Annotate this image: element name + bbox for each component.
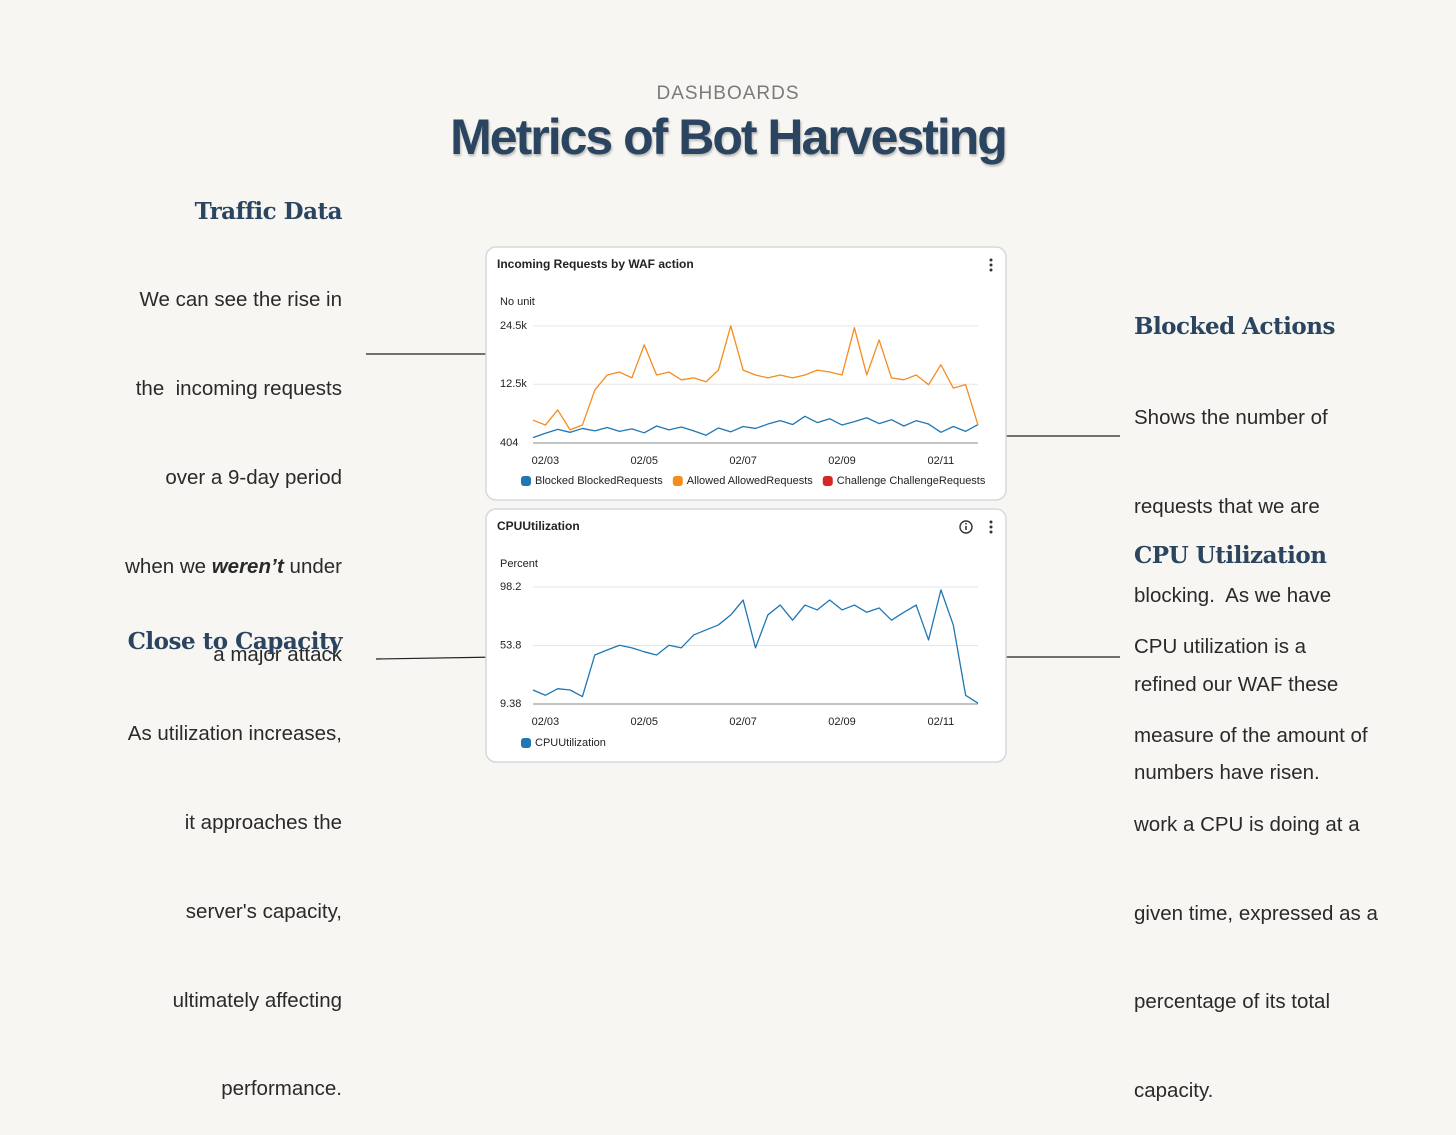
text-line: requests that we are bbox=[1134, 494, 1320, 518]
text-line: percentage of its total bbox=[1134, 990, 1331, 1014]
text-line: a major attack bbox=[213, 643, 342, 667]
panel bbox=[485, 508, 1007, 763]
section-body: We can see the rise in the incoming requ… bbox=[125, 226, 342, 700]
menu-icon bbox=[989, 268, 993, 272]
x-tick-label: 02/03 bbox=[532, 455, 560, 467]
panel bbox=[485, 246, 1007, 501]
connector-line bbox=[375, 656, 500, 660]
text-line: work a CPU is doing at a bbox=[1134, 812, 1360, 836]
y-tick-label: 12.5k bbox=[500, 378, 527, 390]
legend-swatch bbox=[672, 476, 683, 486]
info-icon bbox=[965, 522, 967, 525]
text-line: refined our WAF these bbox=[1134, 672, 1339, 696]
series-line bbox=[532, 325, 979, 431]
y-axis-label: No unit bbox=[500, 296, 535, 308]
emphasis: weren’t bbox=[211, 554, 284, 578]
legend-label: Blocked BlockedRequests bbox=[535, 475, 663, 487]
legend-label: CPUUtilization bbox=[535, 737, 606, 749]
x-tick-label: 02/11 bbox=[928, 455, 955, 467]
chart-title: Incoming Requests by WAF action bbox=[497, 257, 694, 271]
page-title: Metrics of Bot Harvesting bbox=[450, 109, 1008, 165]
text-line: Shows the number of bbox=[1134, 406, 1328, 430]
text-line: blocking. As we have bbox=[1134, 583, 1332, 607]
x-tick-label: 02/05 bbox=[630, 716, 658, 728]
text-line: capacity. bbox=[1134, 1079, 1214, 1103]
series-line bbox=[532, 415, 979, 439]
legend-swatch bbox=[521, 476, 531, 486]
x-tick-label: 02/03 bbox=[532, 716, 560, 728]
menu-icon bbox=[989, 263, 993, 267]
series-line bbox=[532, 589, 979, 704]
text-line: over a 9-day period bbox=[165, 465, 342, 489]
text-line: measure of the amount of bbox=[1134, 723, 1368, 747]
y-tick-label: 53.8 bbox=[500, 639, 521, 651]
slide: Incoming Requests by WAF action No unit 40… bbox=[125, 83, 1378, 1103]
text-line: ultimately affecting bbox=[172, 988, 342, 1012]
section-title: Traffic Data bbox=[194, 198, 343, 225]
text: when we bbox=[125, 554, 212, 578]
chart-panel: Incoming Requests by WAF action No unit 40… bbox=[485, 246, 1007, 501]
info-icon bbox=[959, 520, 973, 534]
text-line: the incoming requests bbox=[135, 376, 342, 400]
chart-title: CPUUtilization bbox=[497, 519, 580, 533]
legend-swatch bbox=[521, 738, 531, 748]
menu-icon bbox=[989, 525, 993, 529]
section-body: As utilization increases, it approaches … bbox=[128, 660, 342, 1134]
text-line: server's capacity, bbox=[185, 899, 342, 923]
text: under bbox=[283, 554, 342, 578]
menu-icon bbox=[989, 520, 993, 524]
y-tick-label: 404 bbox=[500, 437, 518, 449]
chart-layer: Incoming Requests by WAF action No unit 40… bbox=[366, 246, 1120, 763]
text-line: CPU utilization is a bbox=[1134, 635, 1307, 659]
legend-swatch bbox=[822, 476, 833, 486]
y-tick-label: 24.5k bbox=[500, 320, 527, 332]
text-line: when we weren’t under bbox=[125, 552, 342, 582]
chart-panel: CPUUtilization Percent 9.38 53.8 98.2 02/03 02… bbox=[485, 508, 1007, 763]
menu-icon bbox=[989, 258, 993, 262]
x-tick-label: 02/07 bbox=[729, 716, 757, 728]
text-line: numbers have risen. bbox=[1134, 761, 1320, 785]
y-tick-label: 9.38 bbox=[500, 698, 521, 710]
x-tick-label: 02/07 bbox=[729, 455, 757, 467]
x-tick-label: 02/09 bbox=[828, 455, 856, 467]
x-tick-label: 02/11 bbox=[928, 716, 955, 728]
section-title: CPU Utilization bbox=[1134, 542, 1327, 569]
text-line: given time, expressed as a bbox=[1134, 901, 1378, 925]
section-title: Close to Capacity bbox=[127, 628, 343, 655]
legend-label: Allowed AllowedRequests bbox=[687, 475, 813, 487]
section-title: Blocked Actions bbox=[1134, 313, 1335, 340]
menu-icon bbox=[989, 530, 993, 534]
kicker: DASHBOARDS bbox=[656, 83, 800, 104]
text-line: We can see the rise in bbox=[139, 288, 342, 312]
section-body: Shows the number of requests that we are… bbox=[1134, 344, 1338, 818]
legend-label: Challenge ChallengeRequests bbox=[837, 475, 986, 487]
x-tick-label: 02/05 bbox=[630, 455, 658, 467]
text-line: it approaches the bbox=[184, 810, 342, 834]
text-line: performance. bbox=[221, 1077, 342, 1101]
text-line: As utilization increases, bbox=[127, 722, 342, 746]
section-body: CPU utilization is a measure of the amou… bbox=[1134, 573, 1378, 1135]
y-axis-label: Percent bbox=[500, 558, 538, 570]
x-tick-label: 02/09 bbox=[828, 716, 856, 728]
y-tick-label: 98.2 bbox=[500, 581, 521, 593]
